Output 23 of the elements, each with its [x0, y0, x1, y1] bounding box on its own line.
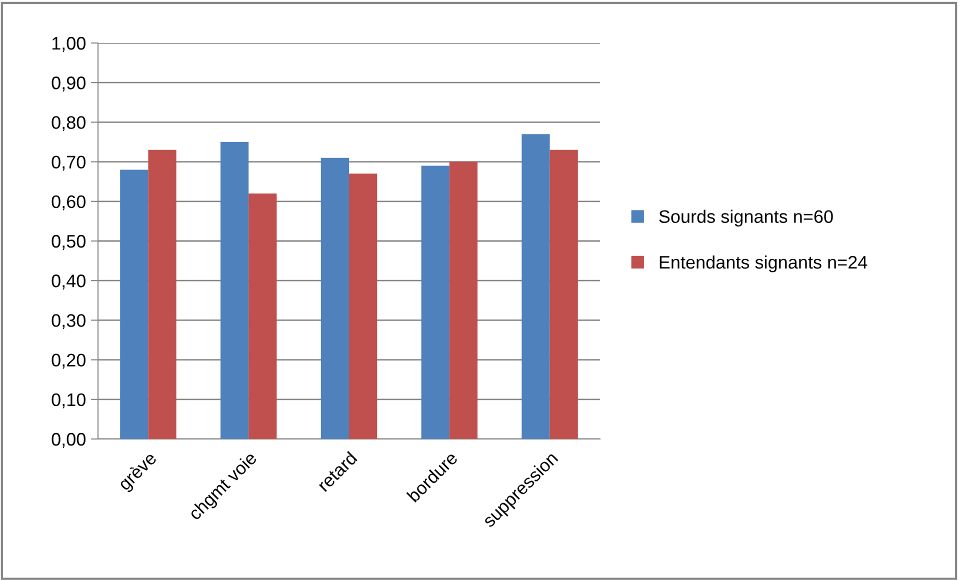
- bar: [148, 150, 176, 439]
- y-tick-label: 0,00: [52, 432, 86, 448]
- y-tick-label: 0,10: [52, 393, 86, 408]
- bar: [522, 134, 550, 439]
- legend-label: Sourds signants n=60: [659, 210, 833, 227]
- bar: [550, 150, 578, 439]
- y-tick-label: 0,60: [52, 195, 86, 210]
- bar: [449, 162, 478, 439]
- y-tick-label: 0,90: [52, 76, 86, 92]
- y-tick-label: 0,20: [52, 354, 86, 369]
- y-tick-label: 0,50: [52, 234, 86, 250]
- bar: [421, 166, 450, 439]
- y-tick-label: 1,00: [52, 36, 86, 52]
- bar: [248, 193, 277, 439]
- bar: [320, 158, 349, 439]
- y-tick-label: 0,40: [52, 274, 86, 290]
- bar: [220, 142, 249, 439]
- y-tick-label: 0,70: [52, 156, 86, 171]
- bar: [349, 174, 378, 439]
- y-tick-label: 0,30: [52, 314, 86, 330]
- y-tick-label: 0,80: [52, 116, 86, 132]
- legend-label: Entendants signants n=24: [660, 255, 868, 272]
- bar: [120, 170, 148, 439]
